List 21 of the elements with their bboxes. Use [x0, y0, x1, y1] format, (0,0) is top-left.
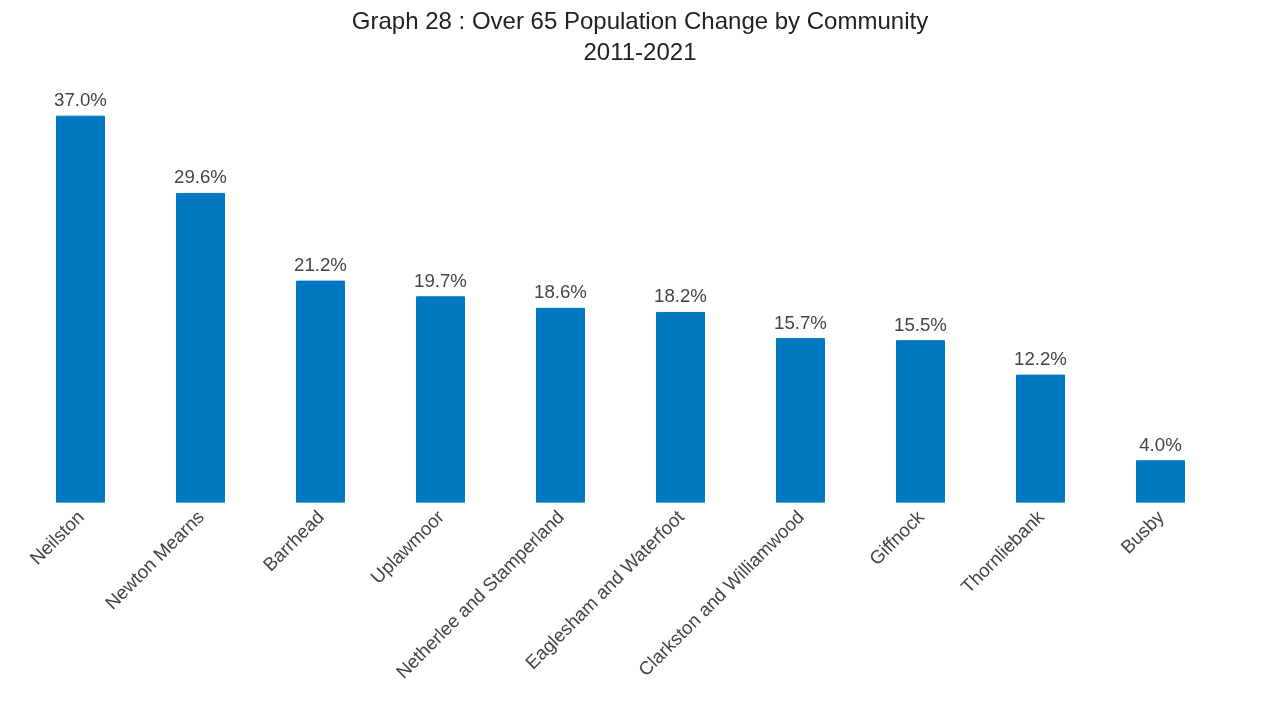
data-label: 15.5%	[894, 314, 947, 336]
data-label: 18.6%	[534, 281, 587, 303]
data-label: 21.2%	[294, 254, 347, 276]
data-label: 4.0%	[1139, 434, 1182, 456]
data-label: 37.0%	[54, 89, 107, 111]
bar	[536, 308, 585, 503]
chart-title: Graph 28 : Over 65 Population Change by Community 2011-2021	[351, 6, 929, 68]
data-label: 18.2%	[654, 285, 707, 307]
bar	[896, 340, 945, 503]
bar	[176, 193, 225, 503]
data-label: 29.6%	[174, 166, 227, 188]
data-label: 12.2%	[1014, 348, 1067, 370]
bar	[1016, 374, 1065, 503]
bar	[1136, 460, 1185, 503]
bar	[56, 116, 105, 503]
bar	[416, 296, 465, 503]
data-label: 19.7%	[414, 270, 467, 292]
data-label: 15.7%	[774, 311, 827, 333]
bar	[776, 338, 825, 503]
bar	[296, 281, 345, 503]
bar	[656, 312, 705, 503]
